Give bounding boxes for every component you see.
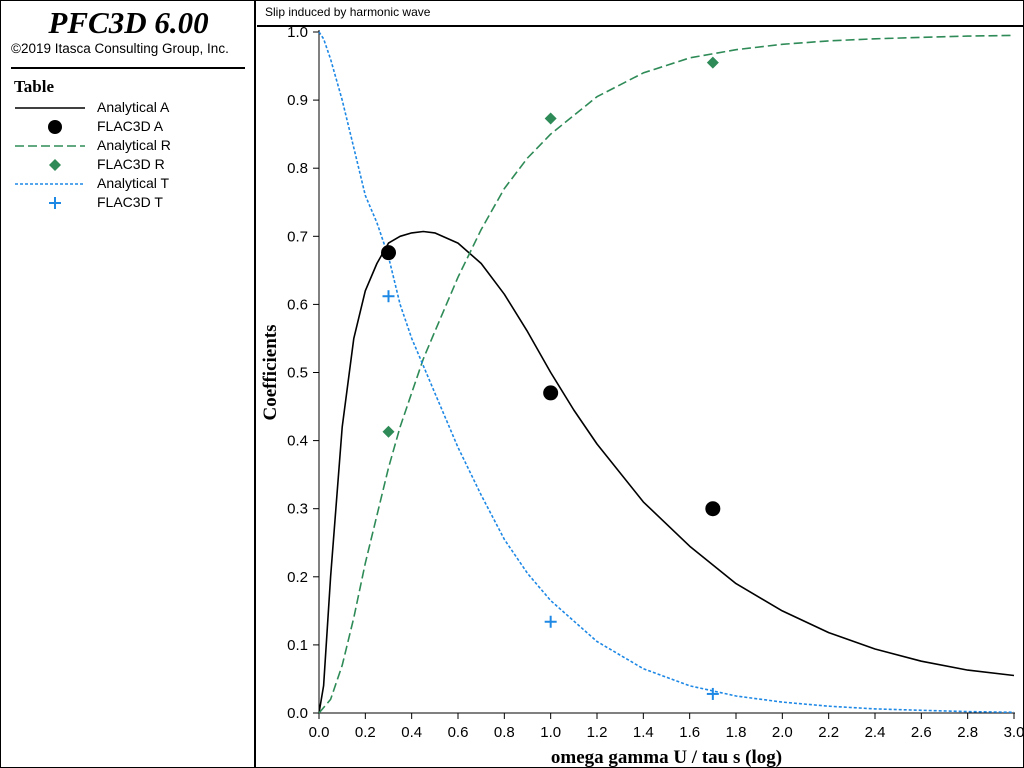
x-tick-label: 2.6 (911, 724, 932, 741)
x-tick-label: 1.2 (587, 724, 608, 741)
legend-label: Analytical R (97, 137, 171, 153)
legend-separator (11, 67, 245, 69)
y-tick-label: 1.0 (287, 24, 308, 41)
legend-item-analytical-r: Analytical R (13, 136, 253, 155)
x-tick-label: 3.0 (1004, 724, 1023, 741)
legend-title: Table (14, 77, 55, 96)
y-tick-label: 0.7 (287, 228, 308, 245)
y-tick-label: 0.4 (287, 433, 308, 450)
legend-panel: PFC3D 6.00 ©2019 Itasca Consulting Group… (1, 1, 256, 767)
data-point-flac3d-t (706, 687, 719, 700)
title-rule (257, 25, 1023, 27)
series-line-analytical-a (318, 230, 1015, 714)
x-tick-label: 2.2 (818, 724, 839, 741)
app-title: PFC3D 6.00 (48, 5, 209, 40)
legend-item-analytical-t: Analytical T (13, 174, 253, 193)
data-point-flac3d-r (544, 112, 557, 125)
x-tick-label: 2.8 (957, 724, 978, 741)
dashed-line-icon (15, 145, 85, 147)
y-tick-label: 0.5 (287, 365, 308, 382)
y-tick-label: 0.0 (287, 705, 308, 722)
legend-label: Analytical A (97, 99, 170, 115)
legend-item-flac3d-a: FLAC3D A (13, 117, 253, 136)
data-point-flac3d-r (382, 425, 395, 438)
data-point-flac3d-t (544, 615, 557, 628)
solid-line-icon (15, 107, 85, 109)
y-axis-label: Coefficients (260, 324, 281, 420)
copyright-text: ©2019 Itasca Consulting Group, Inc. (11, 41, 229, 56)
y-tick-label: 0.6 (287, 296, 308, 313)
x-tick-label: 1.4 (633, 724, 654, 741)
legend-item-analytical-a: Analytical A (13, 98, 253, 117)
x-tick-label: 0.8 (494, 724, 515, 741)
x-tick-label: 1.6 (679, 724, 700, 741)
legend-label: FLAC3D A (97, 118, 164, 134)
legend-item-flac3d-r: FLAC3D R (13, 155, 253, 174)
x-tick-label: 1.0 (540, 724, 561, 741)
y-tick-label: 0.2 (287, 569, 308, 586)
legend-label: FLAC3D R (97, 156, 165, 172)
x-tick-label: 2.4 (865, 724, 886, 741)
x-tick-label: 0.6 (448, 724, 469, 741)
series-line-analytical-t (318, 31, 1015, 714)
x-tick-label: 2.0 (772, 724, 793, 741)
x-tick-label: 0.2 (355, 724, 376, 741)
dotted-line-icon (15, 183, 85, 185)
data-point-flac3d-r (706, 56, 719, 69)
legend-label: Analytical T (97, 175, 170, 191)
legend-label: FLAC3D T (97, 194, 163, 210)
y-tick-label: 0.3 (287, 501, 308, 518)
y-tick-label: 0.1 (287, 637, 308, 654)
y-tick-label: 0.9 (287, 92, 308, 109)
x-axis-label: omega gamma U / tau s (log) (551, 747, 782, 767)
x-tick-label: 1.8 (726, 724, 747, 741)
data-point-flac3d-t (382, 290, 395, 303)
chart-title: Slip induced by harmonic wave (265, 5, 431, 19)
y-tick-label: 0.8 (287, 160, 308, 177)
x-tick-label: 0.0 (309, 724, 330, 741)
data-point-flac3d-a (543, 385, 559, 401)
data-point-flac3d-a (705, 501, 721, 517)
diamond-marker-icon (49, 159, 61, 171)
circle-marker-icon (48, 120, 62, 134)
plus-marker-icon (49, 197, 61, 209)
data-point-flac3d-a (381, 245, 396, 261)
x-tick-label: 0.4 (401, 724, 422, 741)
legend-item-flac3d-t: FLAC3D T (13, 193, 253, 212)
series-line-analytical-r (318, 34, 1015, 714)
